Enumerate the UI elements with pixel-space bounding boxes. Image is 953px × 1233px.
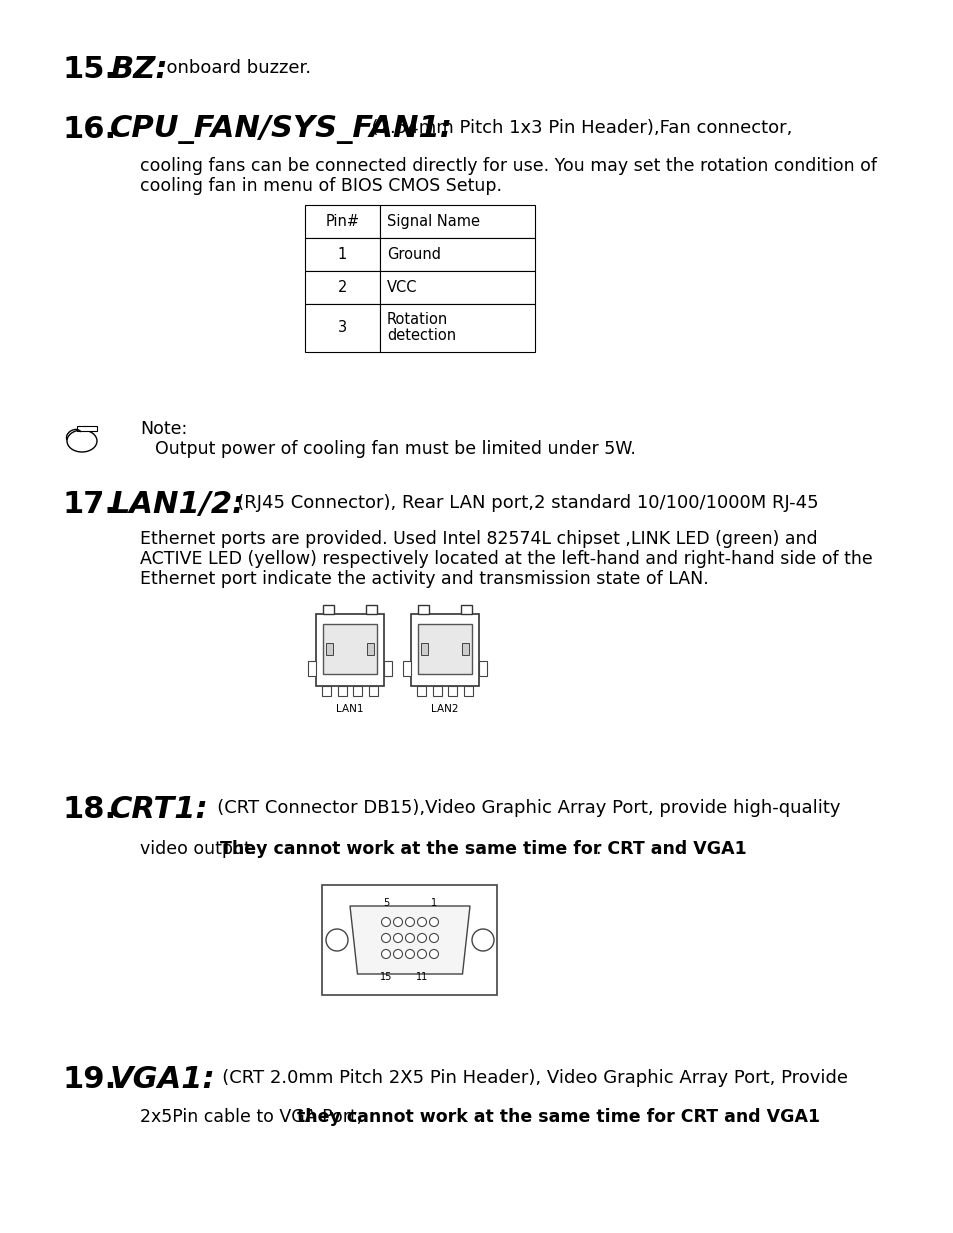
Bar: [367, 642, 374, 655]
Circle shape: [381, 917, 390, 926]
Bar: [368, 686, 377, 695]
Circle shape: [472, 928, 494, 951]
Circle shape: [393, 949, 402, 958]
Bar: [305, 205, 379, 238]
Text: detection: detection: [387, 328, 456, 344]
Bar: [323, 624, 376, 674]
Circle shape: [405, 949, 414, 958]
Ellipse shape: [67, 430, 97, 453]
Polygon shape: [350, 906, 470, 974]
Bar: [379, 271, 535, 305]
FancyArrow shape: [77, 425, 97, 430]
Text: BZ:: BZ:: [110, 55, 168, 84]
Bar: [315, 614, 384, 686]
Text: 1: 1: [337, 247, 347, 261]
Circle shape: [429, 917, 438, 926]
Circle shape: [405, 933, 414, 942]
Text: Ethernet port indicate the activity and transmission state of LAN.: Ethernet port indicate the activity and …: [140, 570, 708, 588]
Bar: [326, 642, 333, 655]
Text: onboard buzzer.: onboard buzzer.: [154, 59, 311, 76]
Bar: [337, 686, 347, 695]
Bar: [402, 661, 411, 676]
Text: (CRT Connector DB15),Video Graphic Array Port, provide high-quality: (CRT Connector DB15),Video Graphic Array…: [200, 799, 840, 817]
Circle shape: [429, 933, 438, 942]
Circle shape: [381, 933, 390, 942]
Bar: [379, 238, 535, 271]
Circle shape: [417, 949, 426, 958]
Text: They cannot work at the same time for CRT and VGA1: They cannot work at the same time for CR…: [220, 840, 746, 858]
Bar: [379, 305, 535, 351]
Text: 5: 5: [382, 898, 389, 907]
Text: VCC: VCC: [387, 280, 417, 295]
Text: 2x5Pin cable to VGA Port,: 2x5Pin cable to VGA Port,: [140, 1108, 367, 1126]
Bar: [420, 642, 428, 655]
Text: cooling fans can be connected directly for use. You may set the rotation conditi: cooling fans can be connected directly f…: [140, 157, 876, 175]
Bar: [460, 605, 472, 614]
Circle shape: [417, 917, 426, 926]
Bar: [417, 605, 429, 614]
Bar: [305, 238, 379, 271]
Text: .: .: [595, 840, 599, 858]
Text: 17.: 17.: [62, 490, 116, 519]
Text: Signal Name: Signal Name: [387, 215, 479, 229]
Text: Ethernet ports are provided. Used Intel 82574L chipset ,LINK LED (green) and: Ethernet ports are provided. Used Intel …: [140, 530, 817, 547]
Circle shape: [326, 928, 348, 951]
Text: CRT1:: CRT1:: [110, 795, 209, 824]
Bar: [308, 661, 315, 676]
Text: Ground: Ground: [387, 247, 440, 261]
Bar: [379, 205, 535, 238]
Text: 11: 11: [416, 972, 428, 981]
Bar: [305, 271, 379, 305]
Circle shape: [405, 917, 414, 926]
Text: 15: 15: [379, 972, 392, 981]
Text: VGA1:: VGA1:: [110, 1065, 215, 1094]
Text: ACTIVE LED (yellow) respectively located at the left-hand and right-hand side of: ACTIVE LED (yellow) respectively located…: [140, 550, 872, 568]
Bar: [322, 686, 331, 695]
Text: Output power of cooling fan must be limited under 5W.: Output power of cooling fan must be limi…: [154, 440, 636, 457]
Text: 3: 3: [337, 321, 347, 335]
Bar: [478, 661, 486, 676]
Bar: [433, 686, 441, 695]
Text: .: .: [666, 1108, 672, 1126]
Bar: [323, 605, 334, 614]
Circle shape: [381, 949, 390, 958]
Text: 19.: 19.: [62, 1065, 116, 1094]
Bar: [384, 661, 392, 676]
Text: LAN1/2:: LAN1/2:: [110, 490, 244, 519]
Text: Rotation: Rotation: [387, 312, 448, 328]
Bar: [305, 305, 379, 351]
Text: CPU_FAN/SYS_FAN1:: CPU_FAN/SYS_FAN1:: [110, 115, 453, 144]
Bar: [448, 686, 456, 695]
Bar: [417, 686, 426, 695]
Text: video output.: video output.: [140, 840, 261, 858]
Text: 16.: 16.: [62, 115, 116, 144]
Bar: [366, 605, 376, 614]
Text: cooling fan in menu of BIOS CMOS Setup.: cooling fan in menu of BIOS CMOS Setup.: [140, 178, 501, 195]
Text: 2: 2: [337, 280, 347, 295]
Circle shape: [417, 933, 426, 942]
Bar: [322, 885, 497, 995]
Text: (RJ45 Connector), Rear LAN port,2 standard 10/100/1000M RJ-45: (RJ45 Connector), Rear LAN port,2 standa…: [220, 494, 818, 512]
Circle shape: [429, 949, 438, 958]
Bar: [461, 642, 469, 655]
Text: (2.54mm Pitch 1x3 Pin Header),Fan connector,: (2.54mm Pitch 1x3 Pin Header),Fan connec…: [359, 120, 792, 137]
Text: 1: 1: [431, 898, 436, 907]
Circle shape: [393, 917, 402, 926]
Bar: [417, 624, 472, 674]
Text: 18.: 18.: [62, 795, 116, 824]
Bar: [463, 686, 472, 695]
Text: LAN2: LAN2: [431, 704, 458, 714]
Text: LAN1: LAN1: [335, 704, 363, 714]
Bar: [353, 686, 362, 695]
Text: they cannot work at the same time for CRT and VGA1: they cannot work at the same time for CR…: [296, 1108, 820, 1126]
Circle shape: [393, 933, 402, 942]
Bar: [411, 614, 478, 686]
Text: 15.: 15.: [62, 55, 116, 84]
Text: (CRT 2.0mm Pitch 2X5 Pin Header), Video Graphic Array Port, Provide: (CRT 2.0mm Pitch 2X5 Pin Header), Video …: [205, 1069, 847, 1088]
Text: Pin#: Pin#: [325, 215, 359, 229]
Text: Note:: Note:: [140, 420, 187, 438]
